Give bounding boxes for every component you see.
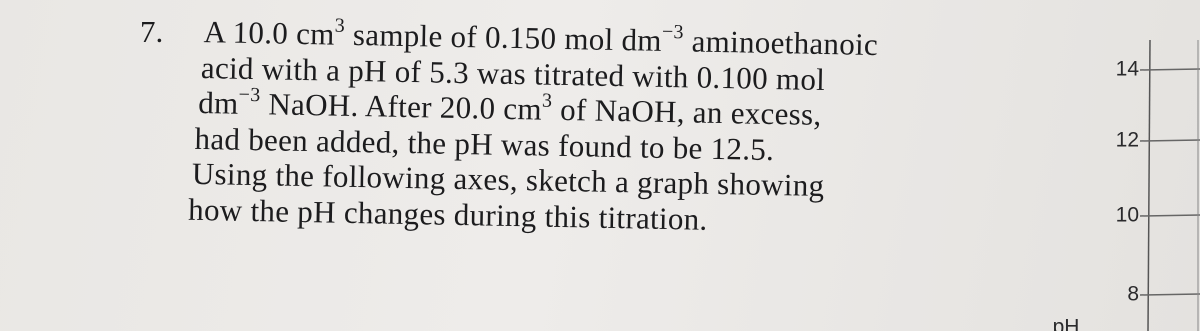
y-tick-label: 10	[1116, 204, 1139, 227]
y-axis	[1147, 39, 1151, 331]
y-axis-label: pH	[1053, 316, 1080, 331]
tick-line	[1139, 214, 1200, 217]
y-tick-label: 12	[1116, 129, 1139, 152]
tick-line	[1139, 68, 1200, 71]
y-tick-label: 14	[1116, 58, 1140, 81]
tick-line	[1139, 139, 1200, 142]
y-tick-label: 8	[1127, 283, 1139, 306]
tick-line	[1139, 293, 1200, 296]
question-number: 7.	[140, 14, 164, 49]
